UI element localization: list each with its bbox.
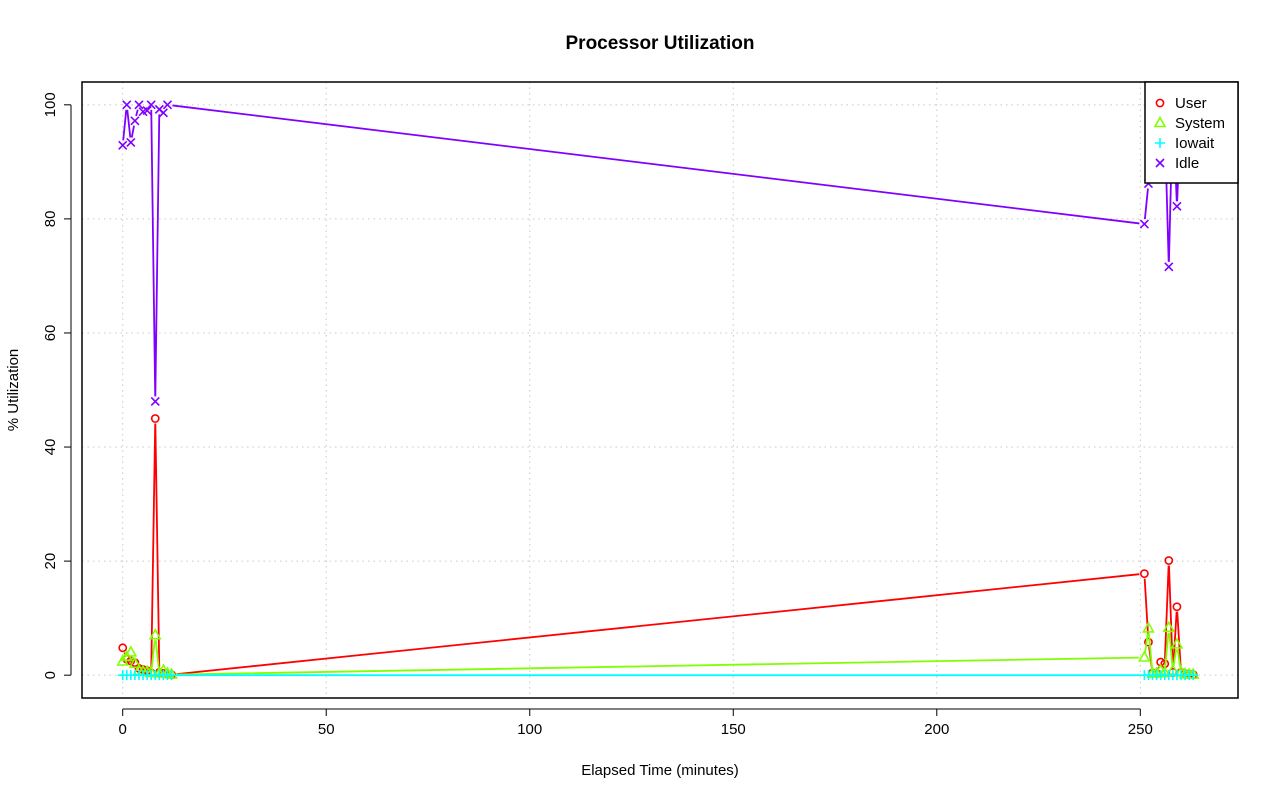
y-tick-label: 60: [42, 325, 59, 342]
series-user: [118, 414, 1198, 680]
y-tick-label: 20: [42, 553, 59, 570]
series-line-system: [131, 632, 1182, 676]
data-point-system: [1138, 650, 1151, 662]
x-tick-label: 50: [318, 721, 335, 738]
legend-label-iowait: Iowait: [1175, 135, 1215, 152]
data-point-user: [118, 643, 128, 653]
data-point-idle: [1172, 201, 1182, 211]
axes: 0 50 100 150 200 250 0 20 40 60 80 100: [42, 92, 1153, 738]
data-point-user: [1144, 637, 1153, 647]
plot-frame: [81, 81, 1239, 699]
series-line-idle: [122, 104, 1182, 397]
data-point-idle: [162, 100, 173, 110]
data-point-idle: [118, 140, 128, 150]
legend-symbol-iowait: [1155, 138, 1165, 148]
series-system: [116, 620, 1200, 679]
legend: User System Iowait Idle: [1144, 81, 1239, 184]
legend-label-system: System: [1175, 115, 1225, 132]
data-point-user: [1164, 556, 1174, 565]
data-point-idle: [1139, 219, 1149, 229]
data-point-system: [128, 656, 142, 669]
series-iowait: [117, 670, 1199, 681]
data-point-user: [1139, 569, 1149, 579]
data-point-idle: [134, 100, 144, 110]
data-point-iowait: [1188, 670, 1199, 681]
y-tick-label: 0: [42, 671, 59, 679]
data-point-system: [124, 645, 138, 657]
data-point-user: [1172, 602, 1182, 612]
y-tick-label: 40: [42, 439, 59, 456]
data-point-idle: [122, 100, 132, 110]
x-tick-label: 100: [517, 721, 542, 738]
legend-symbol-idle: [1155, 158, 1165, 168]
data-point-idle: [1164, 262, 1174, 272]
y-axis-label: % Utilization: [5, 349, 22, 432]
data-point-idle: [146, 100, 156, 110]
chart-title: Processor Utilization: [566, 33, 755, 54]
x-tick-label: 250: [1128, 721, 1153, 738]
data-point-idle: [150, 396, 160, 406]
grid: [82, 82, 1238, 698]
data-point-system: [1170, 637, 1184, 649]
legend-label-idle: Idle: [1175, 155, 1199, 172]
legend-label-user: User: [1175, 95, 1207, 112]
x-tick-label: 150: [721, 721, 746, 738]
data-point-system: [1162, 620, 1176, 633]
x-axis-label: Elapsed Time (minutes): [581, 762, 739, 779]
data-point-idle: [130, 116, 140, 126]
x-tick-label: 200: [924, 721, 949, 738]
data-point-idle: [158, 108, 168, 118]
x-tick-label: 0: [119, 721, 127, 738]
series-layer: [116, 100, 1200, 681]
data-point-idle: [142, 105, 152, 116]
data-point-system: [1142, 621, 1155, 633]
data-point-user: [150, 414, 160, 423]
series-idle: [118, 100, 1198, 406]
legend-symbol-system: [1153, 115, 1167, 128]
data-point-system: [148, 628, 162, 640]
y-tick-label: 80: [42, 211, 59, 228]
data-point-iowait: [166, 670, 177, 681]
data-point-idle: [126, 137, 136, 148]
legend-symbol-user: [1155, 98, 1165, 108]
y-tick-label: 100: [42, 92, 59, 117]
series-line-user: [123, 423, 1182, 675]
